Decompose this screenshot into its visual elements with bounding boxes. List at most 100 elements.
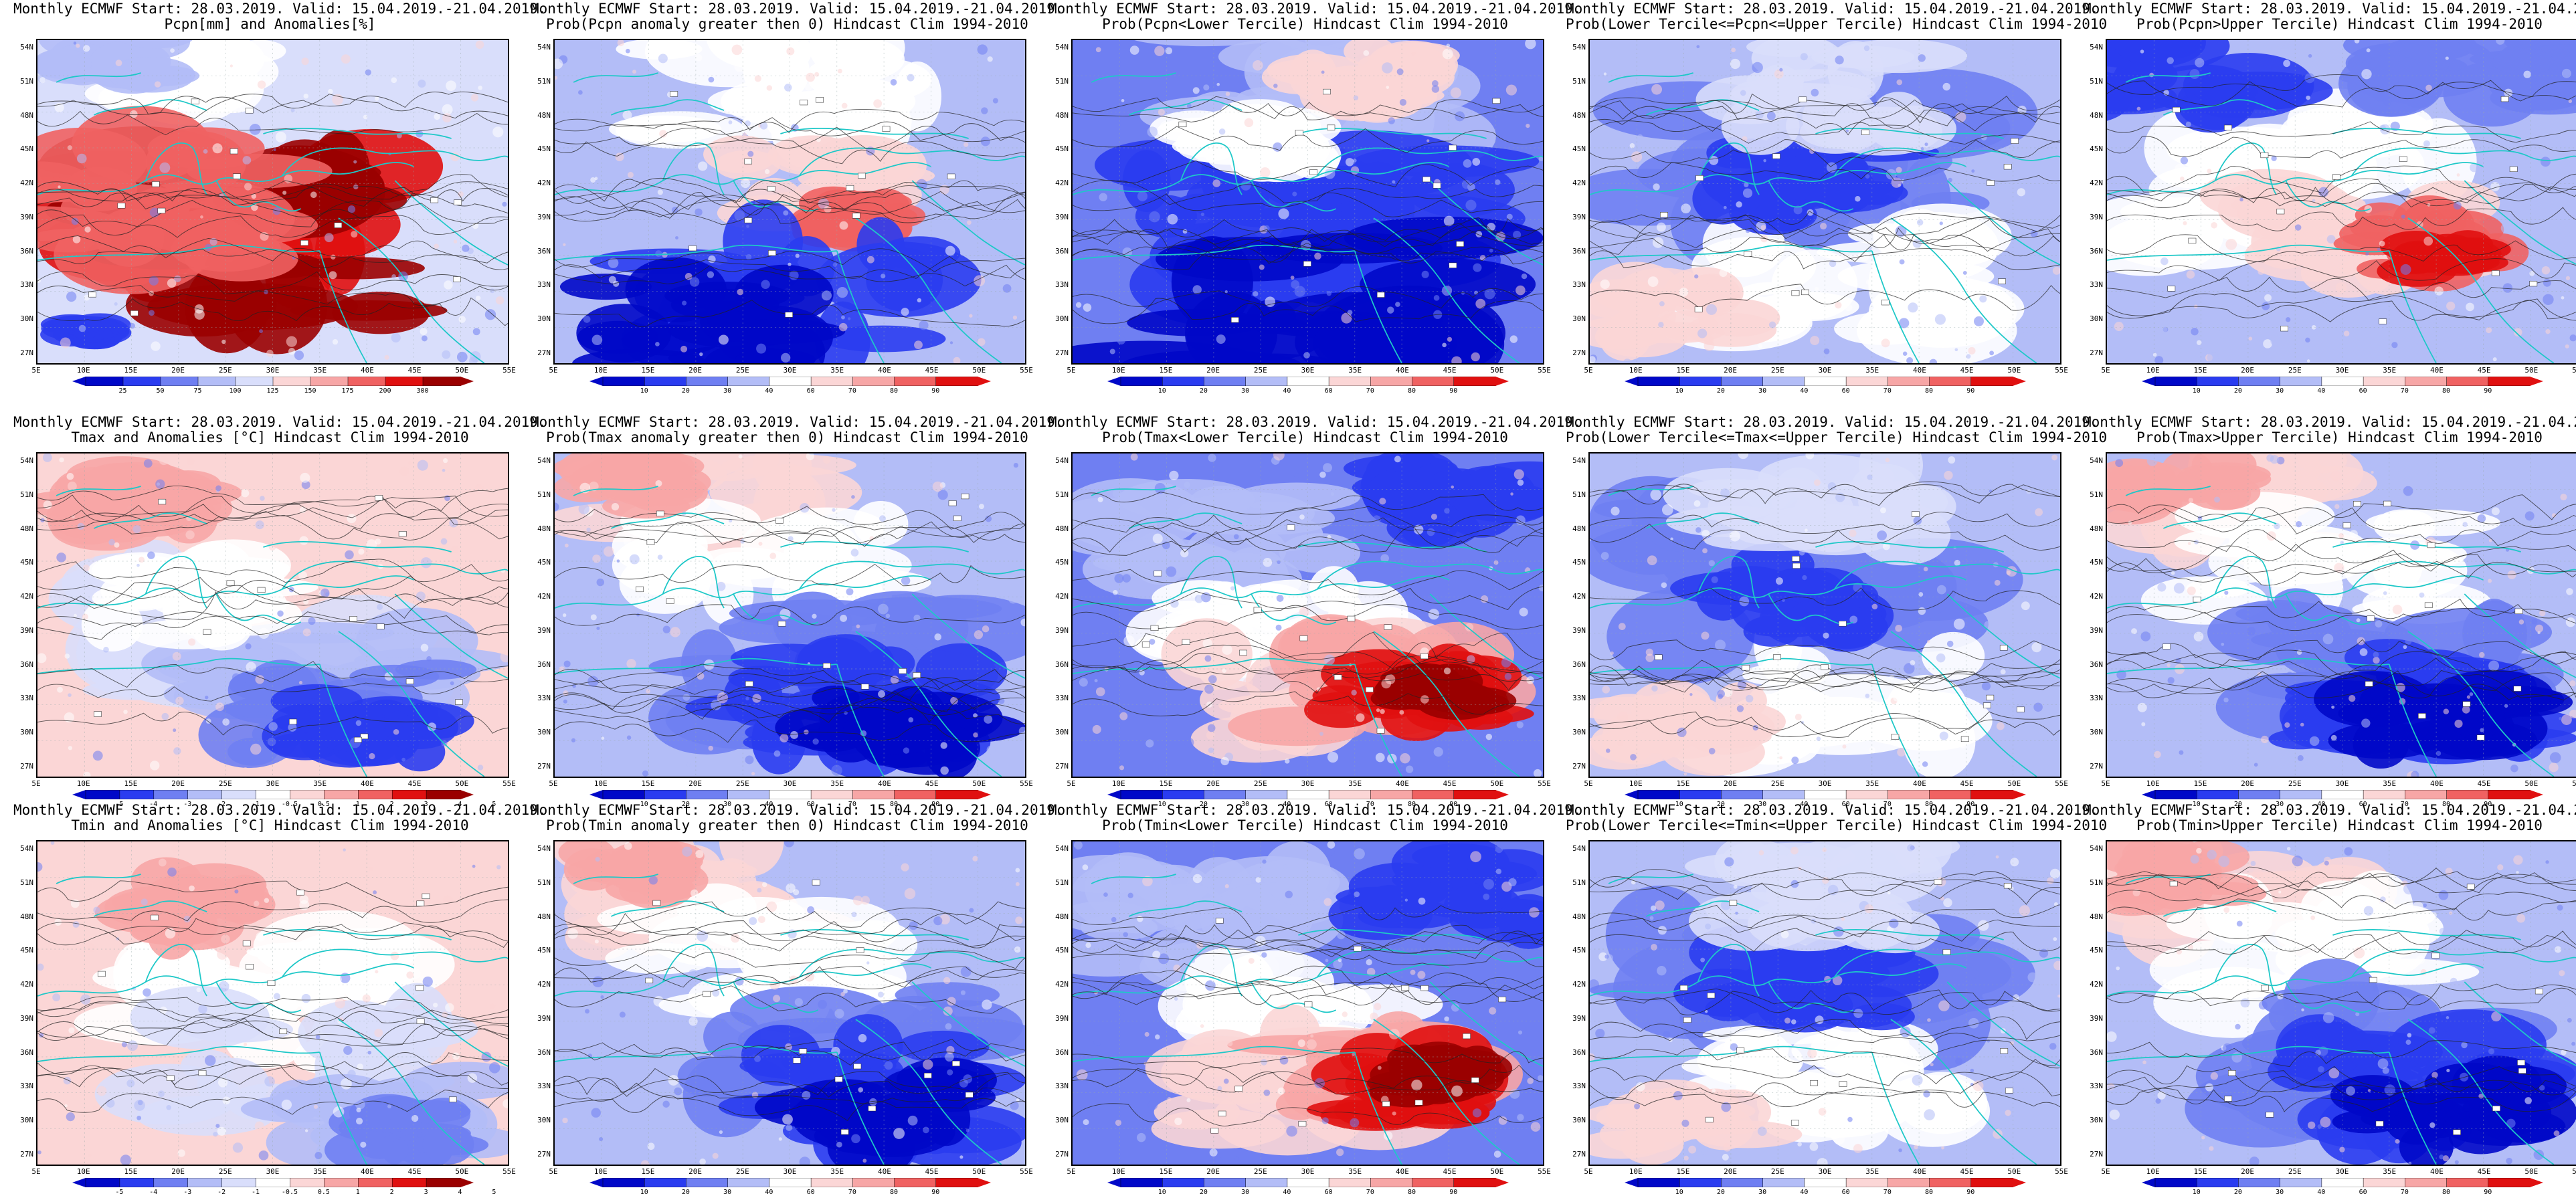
field-patch	[789, 1097, 865, 1132]
field-speckle	[1679, 287, 1689, 297]
field-patch	[1364, 471, 1424, 525]
contour-label-box	[2453, 1129, 2461, 1135]
field-speckle	[1895, 625, 1902, 632]
colorbar-tick-label: 20	[681, 387, 690, 395]
longitude-label: 20E	[1206, 1167, 1220, 1176]
longitude-label: 50E	[2524, 779, 2539, 788]
longitude-label: 5E	[2101, 779, 2110, 788]
field-speckle	[2264, 294, 2272, 302]
field-speckle	[1758, 343, 1763, 348]
field-speckle	[1505, 84, 1517, 96]
field-speckle	[1677, 727, 1687, 737]
field-speckle	[2569, 710, 2576, 718]
coastline	[1128, 99, 1243, 116]
field-speckle	[1736, 705, 1744, 712]
field-speckle	[1889, 918, 1899, 928]
field-speckle	[1877, 530, 1888, 540]
latitude-label: 30N	[1055, 314, 1069, 324]
field-speckle	[2516, 871, 2519, 874]
field-speckle	[966, 220, 972, 225]
latitude-label: 42N	[2090, 179, 2103, 188]
coastline	[1073, 1045, 1355, 1062]
field-speckle	[2343, 330, 2350, 336]
field-speckle	[1897, 748, 1906, 757]
field-speckle	[1659, 938, 1668, 947]
contour-label-box	[1654, 654, 1663, 660]
field-speckle	[987, 56, 993, 62]
field-speckle	[1595, 1028, 1605, 1039]
latitude-label: 33N	[2090, 280, 2103, 290]
contour-line	[1590, 991, 2060, 1015]
coastline	[1590, 162, 1966, 195]
field-speckle	[1433, 294, 1440, 301]
field-speckle	[1853, 1009, 1863, 1019]
field-patch	[1135, 195, 1198, 238]
field-patch	[816, 241, 982, 318]
coastline	[2407, 217, 2555, 363]
map-field	[1590, 40, 2060, 363]
colorbar-tick-label: 75	[193, 387, 202, 395]
map-panel: Monthly ECMWF Start: 28.03.2019. Valid: …	[13, 0, 547, 401]
field-speckle	[563, 243, 566, 246]
field-speckle	[82, 565, 90, 572]
field-speckle	[1093, 1039, 1101, 1046]
field-speckle	[1939, 221, 1943, 225]
colorbar-tick-label: 60	[1324, 1189, 1333, 1196]
coastline	[37, 963, 414, 997]
field-speckle	[2023, 1088, 2028, 1092]
field-speckle	[1692, 324, 1696, 328]
contour-line	[37, 191, 508, 217]
field-speckle	[470, 94, 479, 102]
latitude-label: 45N	[20, 558, 33, 567]
field-speckle	[1015, 916, 1023, 924]
colorbar-segment	[426, 790, 461, 799]
field-speckle	[1186, 1098, 1191, 1102]
field-speckle	[1076, 1069, 1088, 1081]
field-speckle	[2193, 631, 2204, 641]
field-speckle	[891, 567, 896, 572]
coastline	[573, 72, 658, 83]
field-speckle	[2157, 1091, 2166, 1100]
field-speckle	[2565, 276, 2571, 280]
field-speckle	[273, 148, 276, 152]
colorbar-tick-label: -1	[252, 801, 260, 808]
field-speckle	[418, 80, 426, 88]
field-speckle	[76, 43, 80, 48]
coastline	[93, 900, 207, 917]
field-speckle	[157, 482, 161, 486]
field-speckle	[2258, 1001, 2268, 1010]
field-speckle	[1604, 955, 1609, 959]
latitude-label: 33N	[20, 694, 33, 703]
contour-label-box	[1960, 736, 1969, 742]
contour-line	[555, 1095, 1025, 1121]
forecast-map	[36, 39, 509, 365]
field-speckle	[1913, 516, 1922, 525]
field-speckle	[1263, 225, 1270, 231]
colorbar-segment	[153, 1178, 188, 1187]
field-speckle	[2439, 927, 2447, 935]
field-speckle	[766, 901, 777, 912]
field-speckle	[646, 689, 650, 694]
field-speckle	[784, 84, 792, 92]
field-speckle	[851, 912, 857, 918]
colorbar-tick-label: 20	[1199, 387, 1208, 395]
longitude-label: 25E	[735, 366, 749, 375]
coastline	[1768, 981, 1854, 1013]
field-speckle	[1495, 868, 1502, 874]
field-speckle	[2250, 861, 2256, 866]
longitude-label: 5E	[31, 779, 41, 788]
field-speckle	[52, 993, 61, 1001]
contour-line	[1073, 666, 1543, 694]
longitude-label: 5E	[1067, 1167, 1076, 1176]
field-patch	[1807, 984, 1912, 1028]
colorbar-tick-label: 80	[1408, 801, 1416, 808]
latitude-label: 27N	[1572, 348, 1586, 357]
contour-line	[2107, 886, 2576, 910]
field-speckle	[2114, 234, 2124, 243]
coastline	[555, 162, 931, 195]
longitude-label: 35E	[830, 779, 844, 788]
field-speckle	[215, 702, 224, 712]
contour-line	[555, 521, 1025, 547]
field-speckle	[452, 1052, 460, 1060]
colorbar-tick-label: 70	[2400, 801, 2409, 808]
